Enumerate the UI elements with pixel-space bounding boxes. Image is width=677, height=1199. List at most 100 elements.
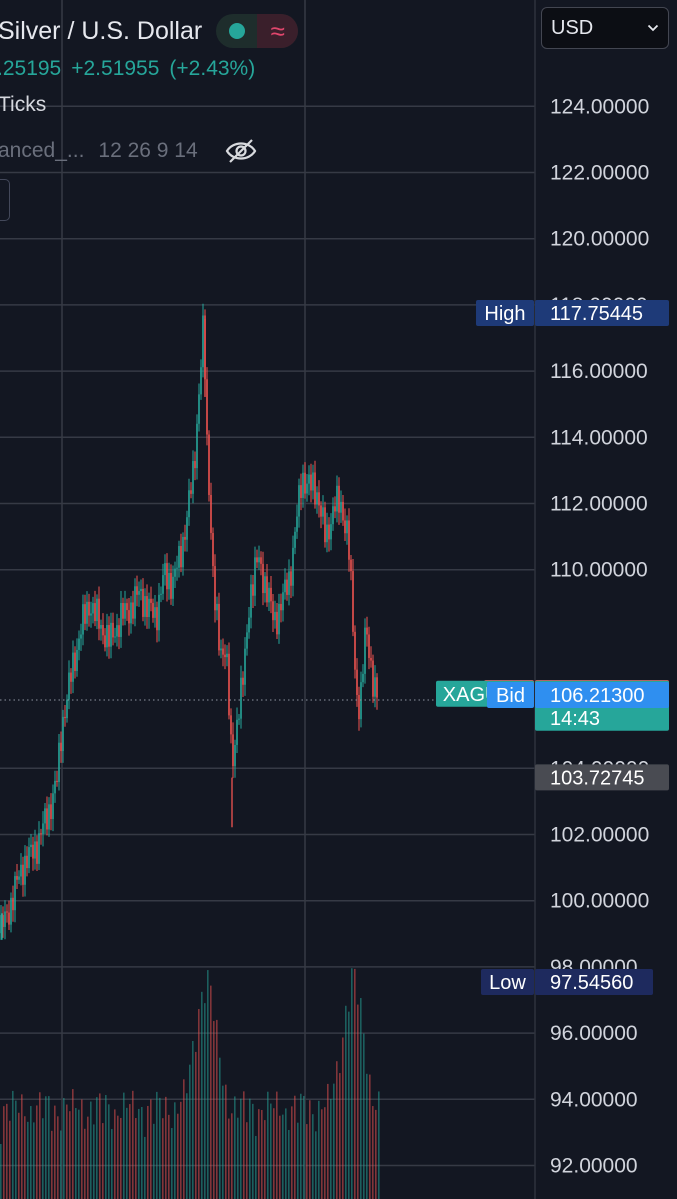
price-change-percent: (+2.43%) (169, 57, 256, 80)
candle-body (68, 672, 70, 700)
candle-body (322, 507, 324, 517)
volume-bar (39, 1092, 41, 1199)
volume-bar (21, 1094, 23, 1199)
chart-type-legend[interactable]: Ticks (0, 93, 46, 117)
price-change-row: .25195 +2.51955 (+2.43%) (0, 57, 255, 81)
candle-body (266, 576, 268, 603)
price-axis-label: 112.00000 (550, 493, 648, 516)
currency-select[interactable]: USD (541, 7, 669, 49)
volume-bar (111, 1129, 113, 1199)
ticks-label: Ticks (0, 93, 47, 116)
candle-body (294, 531, 296, 548)
candle-body (146, 596, 148, 618)
candle-body (136, 586, 138, 595)
volume-bar (51, 1130, 53, 1199)
price-axis-label: 120.00000 (550, 228, 649, 251)
candle-body (34, 841, 36, 859)
candle-body (290, 571, 292, 586)
legend-collapse-button[interactable] (0, 179, 10, 221)
candle-body (56, 780, 58, 783)
candle-body (228, 653, 230, 716)
volume-bar (309, 1100, 311, 1199)
volume-bar (306, 1124, 308, 1199)
volume-bar (129, 1104, 131, 1199)
candle-body (234, 744, 236, 767)
candle-body (170, 572, 172, 599)
candle-body (110, 622, 112, 647)
candle-body (360, 682, 362, 720)
candle-body (22, 864, 24, 885)
candle-body (246, 632, 248, 649)
volume-bar (330, 1098, 332, 1199)
candle-body (256, 557, 258, 563)
candle-body (150, 598, 152, 603)
volume-bar (159, 1097, 161, 1199)
candle-body (330, 524, 332, 540)
volume-bar (285, 1108, 287, 1199)
candle-body (280, 603, 282, 611)
candle-body (4, 911, 6, 927)
volume-bar (240, 1098, 242, 1199)
candle-body (300, 485, 302, 498)
market-open-status[interactable] (216, 14, 257, 48)
volume-bar (204, 1003, 206, 1199)
volume-bar (354, 968, 356, 1199)
candle-body (106, 625, 108, 648)
candle-body (212, 532, 214, 567)
candle-body (0, 915, 2, 934)
candle-body (24, 855, 26, 885)
candle-body (238, 718, 240, 720)
volume-bar (57, 1116, 59, 1199)
price-label-bid: 106.21300 Bid (487, 682, 669, 709)
volume-bar (312, 1114, 314, 1199)
candle-body (48, 804, 50, 830)
volume-bar (30, 1106, 32, 1199)
delayed-wave-icon: ≈ (270, 16, 285, 46)
volume-bar (249, 1098, 251, 1199)
candle-body (308, 474, 310, 484)
candle-body (296, 516, 298, 532)
volume-bar (234, 1096, 236, 1199)
candle-body (144, 596, 146, 617)
eye-off-icon[interactable] (224, 138, 258, 164)
volume-bar (225, 1084, 227, 1199)
candle-body (200, 367, 202, 395)
green-dot-icon (228, 23, 245, 39)
symbol-title[interactable]: Silver / U.S. Dollar (0, 16, 203, 45)
volume-bar (321, 1109, 323, 1199)
candle-body (158, 594, 160, 631)
candle-body (80, 634, 82, 639)
candle-body (342, 501, 344, 521)
volume-bar (90, 1101, 92, 1199)
candle-body (206, 379, 208, 435)
candle-body (366, 627, 368, 635)
volume-bar (252, 1103, 254, 1199)
candle-body (368, 634, 370, 658)
candle-body (96, 598, 98, 622)
candle-body (286, 579, 288, 595)
volume-bar (102, 1123, 104, 1199)
candle-body (156, 607, 158, 631)
data-delay-status[interactable]: ≈ (257, 14, 299, 48)
volume-bar (189, 1064, 191, 1199)
candle-body (94, 603, 96, 622)
symbol-header: Silver / U.S. Dollar ≈ (0, 14, 299, 48)
candle-body (364, 627, 366, 674)
volume-bar (372, 1106, 374, 1199)
price-axis-label: 96.00000 (550, 1022, 638, 1045)
candle-body (194, 461, 196, 469)
volume-bar (0, 1144, 2, 1199)
volume-bar (66, 1104, 68, 1199)
indicator-legend[interactable]: anced_... 12 26 9 14 (0, 138, 258, 164)
candle-body (46, 808, 48, 830)
market-status-pill[interactable]: ≈ (216, 14, 299, 48)
volume-bar (120, 1117, 122, 1199)
volume-bar (351, 968, 353, 1199)
candle-body (120, 602, 122, 637)
candle-body (108, 625, 110, 647)
candle-body (90, 613, 92, 616)
candle-body (134, 586, 136, 619)
volume-bar (261, 1109, 263, 1199)
candle-body (346, 520, 348, 534)
